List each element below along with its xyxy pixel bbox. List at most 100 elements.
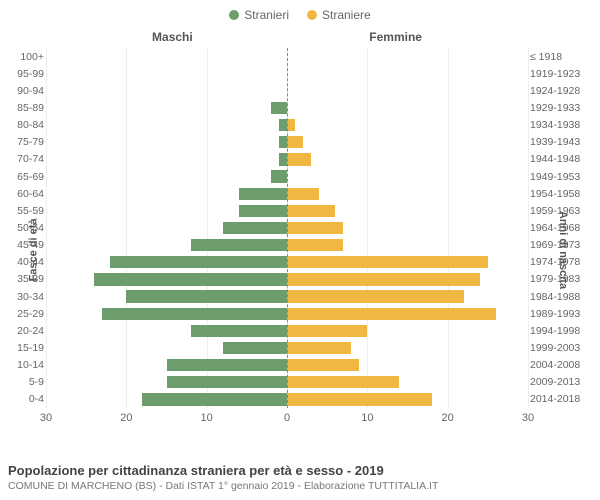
x-tick: 10 [361, 412, 373, 424]
bar-row [46, 254, 287, 271]
bar-male [167, 376, 288, 388]
legend-item-male: Stranieri [229, 8, 289, 22]
age-tick: 75-79 [6, 134, 44, 151]
birth-tick: 1964-1968 [530, 219, 594, 236]
caption: Popolazione per cittadinanza straniera p… [8, 463, 592, 492]
bar-row [287, 185, 528, 202]
birth-tick: 1979-1983 [530, 271, 594, 288]
bar-row [287, 134, 528, 151]
bar-row [46, 48, 287, 65]
age-tick: 90-94 [6, 82, 44, 99]
bar-female [287, 393, 432, 405]
bar-row [46, 305, 287, 322]
birth-tick: 2009-2013 [530, 374, 594, 391]
bar-row [46, 117, 287, 134]
bar-row [46, 185, 287, 202]
bar-row [46, 374, 287, 391]
bar-male [167, 359, 288, 371]
x-tick: 20 [120, 412, 132, 424]
bar-female [287, 342, 351, 354]
bar-male [279, 153, 287, 165]
bar-row [287, 237, 528, 254]
bar-female [287, 205, 335, 217]
birth-tick: 1969-1973 [530, 237, 594, 254]
age-tick: 5-9 [6, 374, 44, 391]
birth-tick: 1929-1933 [530, 99, 594, 116]
center-line [287, 48, 288, 408]
bar-male [102, 308, 287, 320]
age-tick: 30-34 [6, 288, 44, 305]
bar-row [46, 288, 287, 305]
bar-female [287, 273, 480, 285]
female-panel [287, 48, 528, 408]
bar-row [46, 99, 287, 116]
age-tick: 25-29 [6, 305, 44, 322]
bar-row [287, 271, 528, 288]
bar-row [287, 357, 528, 374]
bar-female [287, 222, 343, 234]
bars-male [46, 48, 287, 408]
age-tick: 10-14 [6, 357, 44, 374]
bar-male [191, 239, 287, 251]
bar-row [46, 391, 287, 408]
caption-title: Popolazione per cittadinanza straniera p… [8, 463, 592, 478]
age-tick: 15-19 [6, 339, 44, 356]
age-tick: 85-89 [6, 99, 44, 116]
bar-row [287, 339, 528, 356]
birth-tick: 2014-2018 [530, 391, 594, 408]
bar-female [287, 290, 464, 302]
birth-tick: 1954-1958 [530, 185, 594, 202]
birth-tick: ≤ 1918 [530, 48, 594, 65]
birth-tick: 1934-1938 [530, 117, 594, 134]
birth-tick: 1949-1953 [530, 168, 594, 185]
bar-male [239, 205, 287, 217]
age-tick: 80-84 [6, 117, 44, 134]
age-tick: 100+ [6, 48, 44, 65]
bar-male [271, 170, 287, 182]
male-panel [46, 48, 287, 408]
age-tick: 50-54 [6, 219, 44, 236]
bar-row [46, 322, 287, 339]
bar-row [287, 374, 528, 391]
bar-row [287, 254, 528, 271]
bar-female [287, 119, 295, 131]
bar-male [223, 222, 287, 234]
bar-female [287, 136, 303, 148]
caption-subtitle: COMUNE DI MARCHENO (BS) - Dati ISTAT 1° … [8, 480, 592, 492]
population-pyramid-chart: Stranieri Straniere Fasce di età Anni di… [0, 0, 600, 500]
legend-swatch-male [229, 10, 239, 20]
bar-row [287, 322, 528, 339]
bar-female [287, 188, 319, 200]
age-tick: 60-64 [6, 185, 44, 202]
age-tick: 40-44 [6, 254, 44, 271]
bar-row [287, 391, 528, 408]
bar-row [46, 151, 287, 168]
birth-tick: 1994-1998 [530, 322, 594, 339]
bar-row [287, 117, 528, 134]
legend-label-female: Straniere [322, 8, 371, 22]
bar-male [223, 342, 287, 354]
bars-female [287, 48, 528, 408]
bar-male [110, 256, 287, 268]
bar-female [287, 376, 399, 388]
side-title-female: Femmine [369, 30, 422, 44]
bar-row [287, 48, 528, 65]
bar-row [287, 202, 528, 219]
bar-female [287, 308, 496, 320]
age-tick: 65-69 [6, 168, 44, 185]
bar-row [287, 151, 528, 168]
age-tick: 20-24 [6, 322, 44, 339]
age-tick: 35-39 [6, 271, 44, 288]
bar-row [287, 288, 528, 305]
age-tick: 0-4 [6, 391, 44, 408]
bar-row [46, 271, 287, 288]
bar-row [46, 219, 287, 236]
age-tick: 70-74 [6, 151, 44, 168]
bar-female [287, 239, 343, 251]
bar-female [287, 256, 488, 268]
bar-female [287, 153, 311, 165]
y-ticks-birth: ≤ 19181919-19231924-19281929-19331934-19… [530, 48, 594, 408]
x-tick: 20 [442, 412, 454, 424]
bar-male [142, 393, 287, 405]
birth-tick: 1984-1988 [530, 288, 594, 305]
